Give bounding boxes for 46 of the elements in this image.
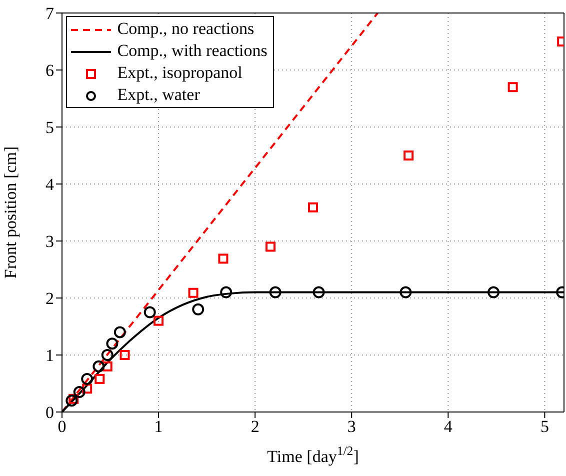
point [92,360,105,372]
point [101,349,114,361]
point [94,374,105,384]
point [120,350,130,360]
x-tick-label: 1 [154,417,163,436]
point [308,202,318,212]
x-tick-label: 4 [444,417,453,436]
y-axis-title: Front position [cm] [1,146,20,279]
point [266,242,276,252]
point [508,82,518,92]
y-tick-label: 1 [46,346,54,366]
legend-label: Comp., no reactions [117,19,254,38]
point [269,286,282,298]
point [218,254,228,264]
point [404,150,414,160]
point [82,384,92,394]
point [73,386,86,398]
point [154,316,164,326]
point [188,288,198,298]
x-tick-label: 2 [250,417,260,436]
point [106,338,118,350]
point [312,286,325,298]
point [81,372,94,385]
point [68,394,79,404]
y-tick-label: 5 [46,118,54,138]
y-tick-label: 6 [46,61,54,80]
point [66,394,78,407]
y-tick-label: 4 [46,175,54,194]
point [488,286,500,298]
legend-label: Expt., isopropanol [117,63,242,82]
point [400,286,412,298]
legend-label: Comp., with reactions [117,41,268,60]
point [114,326,126,338]
point [220,286,232,298]
y-tick-label: 3 [46,232,54,252]
x-tick-label: 3 [347,417,356,436]
y-tick-label: 2 [46,289,54,308]
x-tick-label: 0 [58,417,66,436]
x-axis-title: Time [day$^{1/2}$] [267,444,359,466]
y-tick-label: 0 [46,403,54,422]
point [144,306,156,318]
y-tick-label: 7 [46,4,54,24]
x-tick-label: 5 [540,417,549,436]
legend-label: Expt., water [117,85,200,104]
point [102,361,112,372]
point [192,303,204,316]
